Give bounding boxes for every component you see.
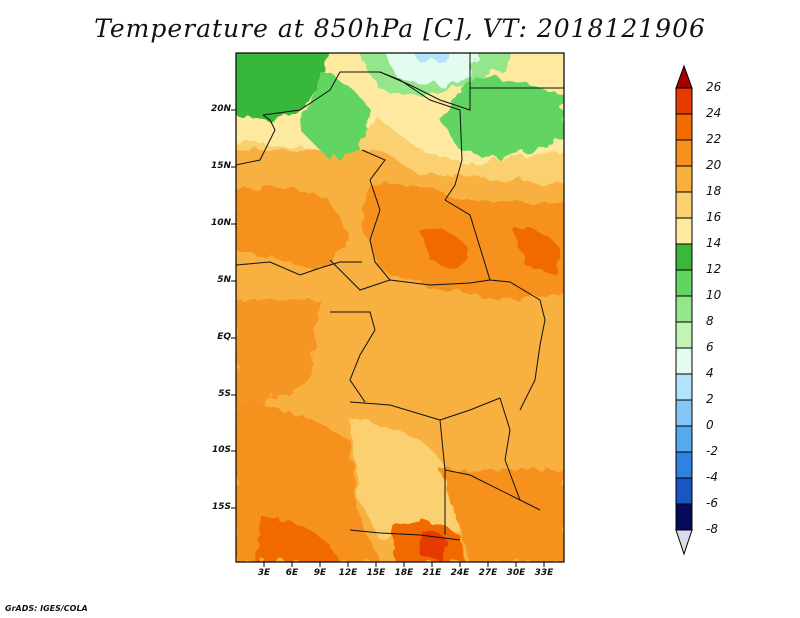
colorbar-arrow-bottom bbox=[675, 529, 693, 556]
colorbar-label-20: 20 bbox=[706, 158, 722, 172]
axis-ticks bbox=[231, 109, 545, 567]
lon-label-21e: 21E bbox=[422, 568, 442, 578]
colorbar-label-neg4: -4 bbox=[706, 470, 718, 484]
lat-label-10s: 10S bbox=[211, 445, 231, 455]
lat-label-10n: 10N bbox=[210, 218, 231, 228]
lat-label-20n: 20N bbox=[210, 104, 231, 114]
lat-label-15s: 15S bbox=[211, 502, 231, 512]
colorbar-label-16: 16 bbox=[706, 210, 722, 224]
colorbar-label-0: 0 bbox=[706, 418, 714, 432]
lat-label-15n: 15N bbox=[210, 161, 231, 171]
colorbar-label-6: 6 bbox=[706, 340, 714, 354]
colorbar-label-14: 14 bbox=[706, 236, 722, 250]
colorbar-label-neg8: -8 bbox=[706, 522, 718, 536]
colorbar-label-neg6: -6 bbox=[706, 496, 718, 510]
country-borders bbox=[236, 53, 564, 541]
lon-label-3e: 3E bbox=[257, 568, 271, 578]
lon-label-15e: 15E bbox=[366, 568, 386, 578]
colorbar-label-2: 2 bbox=[706, 392, 714, 406]
lon-label-6e: 6E bbox=[285, 568, 299, 578]
grads-credit: GrADS: IGES/COLA bbox=[5, 604, 88, 613]
temperature-field bbox=[236, 53, 564, 562]
lon-label-27e: 27E bbox=[478, 568, 498, 578]
lon-label-30e: 30E bbox=[506, 568, 526, 578]
lon-label-33e: 33E bbox=[534, 568, 554, 578]
colorbar-arrow-top bbox=[675, 64, 693, 89]
lon-label-9e: 9E bbox=[313, 568, 327, 578]
colorbar-label-4: 4 bbox=[706, 366, 714, 380]
colorbar-label-22: 22 bbox=[706, 132, 722, 146]
colorbar bbox=[675, 64, 693, 556]
lat-label-5n: 5N bbox=[217, 275, 231, 285]
colorbar-label-8: 8 bbox=[706, 314, 714, 328]
colorbar-label-12: 12 bbox=[706, 262, 722, 276]
map-frame bbox=[235, 52, 565, 563]
colorbar-label-26: 26 bbox=[706, 80, 722, 94]
colorbar-label-18: 18 bbox=[706, 184, 722, 198]
lon-label-24e: 24E bbox=[450, 568, 470, 578]
lat-label-5s: 5S bbox=[218, 389, 231, 399]
lon-label-12e: 12E bbox=[338, 568, 358, 578]
colorbar-label-24: 24 bbox=[706, 106, 722, 120]
map-title: Temperature at 850hPa [C], VT: 201812190… bbox=[94, 14, 706, 43]
colorbar-label-10: 10 bbox=[706, 288, 722, 302]
colorbar-label-neg2: -2 bbox=[706, 444, 718, 458]
lat-label-eq: EQ bbox=[217, 332, 231, 342]
lon-label-18e: 18E bbox=[394, 568, 414, 578]
